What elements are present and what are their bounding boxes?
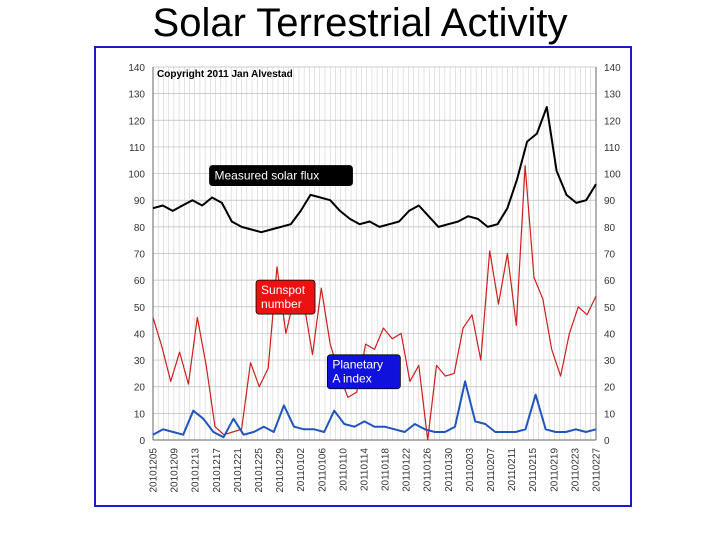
y-axis-right-labels: 0 10 20 30 40 50 60 70 80 90 100 110 120 130 140 (604, 63, 621, 447)
slide-title: Solar Terrestrial Activity (152, 1, 568, 45)
y-tick-label-right: 70 (604, 250, 616, 261)
x-tick-label: 20110106 (317, 448, 328, 492)
x-axis-date-labels: 20101205 20101209 20101213 20101217 20101221… (149, 448, 603, 493)
y-tick-label-right: 90 (604, 196, 616, 207)
x-tick-label: 20110114 (359, 448, 370, 491)
x-tick-label: 20110130 (444, 448, 455, 492)
series-line-sunspot-number (152, 165, 597, 441)
x-tick-label: 20110223 (570, 448, 581, 492)
x-tick-label: 20101221 (233, 448, 244, 493)
y-tick-label-right: 80 (604, 223, 616, 234)
x-tick-label: 20110215 (528, 448, 539, 492)
series-line-measured-solar-flux (152, 106, 597, 234)
x-tick-label: 20110110 (338, 448, 349, 491)
x-tick-label: 20110118 (381, 448, 392, 491)
x-tick-label: 20101213 (191, 448, 202, 493)
y-tick-label-right: 120 (604, 116, 621, 127)
label-text: Planetary (332, 358, 383, 372)
copyright-note: Copyright 2011 Jan Alvestad (157, 69, 293, 80)
y-tick-label-left: 140 (128, 63, 145, 74)
label-text: Sunspot (261, 283, 306, 297)
y-tick-label-right: 0 (604, 436, 610, 447)
x-tick-label: 20101217 (212, 448, 223, 493)
y-tick-label-left: 40 (134, 329, 146, 340)
y-tick-label-right: 130 (604, 90, 621, 101)
y-axis-left-labels: 0 10 20 30 40 50 60 70 80 90 100 110 120 130 140 (128, 63, 145, 447)
x-tick-label: 20110207 (486, 448, 497, 492)
x-tick-label: 20110126 (423, 448, 434, 492)
y-tick-label-left: 80 (134, 223, 146, 234)
x-tick-label: 20101209 (170, 448, 181, 493)
grid-lines (152, 66, 597, 441)
y-tick-label-left: 10 (134, 409, 146, 420)
x-tick-label: 20101229 (275, 448, 286, 493)
y-tick-label-right: 100 (604, 170, 621, 181)
axes (152, 67, 597, 441)
y-tick-label-left: 130 (128, 90, 145, 101)
x-tick-label: 20110122 (402, 448, 413, 492)
y-tick-label-left: 50 (134, 303, 146, 314)
y-tick-label-left: 30 (134, 356, 146, 367)
x-tick-label: 20101225 (254, 448, 265, 493)
label-text: A index (332, 372, 371, 386)
x-tick-label: 20110219 (549, 448, 560, 492)
y-tick-label-right: 40 (604, 329, 616, 340)
x-tick-label: 20110203 (465, 448, 476, 492)
y-tick-label-left: 90 (134, 196, 146, 207)
series-line-planetary-a-index (152, 380, 597, 439)
y-tick-label-right: 140 (604, 63, 621, 74)
y-tick-label-right: 30 (604, 356, 616, 367)
label-text: number (261, 297, 302, 311)
chart-frame (94, 46, 632, 507)
y-tick-label-right: 10 (604, 409, 616, 420)
x-tick-label: 20110211 (507, 448, 518, 491)
y-tick-label-right: 60 (604, 276, 616, 287)
label-box-measured-solar-flux (209, 165, 353, 186)
y-tick-label-left: 110 (129, 143, 145, 154)
y-tick-label-right: 110 (604, 143, 620, 154)
y-tick-label-right: 50 (604, 303, 616, 314)
y-tick-label-left: 20 (134, 383, 146, 394)
y-tick-label-left: 100 (128, 170, 145, 181)
series-lines (152, 106, 597, 441)
y-tick-label-right: 20 (604, 383, 616, 394)
y-tick-label-left: 0 (139, 436, 145, 447)
x-tick-label: 20101205 (149, 448, 160, 493)
y-tick-label-left: 120 (128, 116, 145, 127)
y-tick-label-left: 60 (134, 276, 146, 287)
x-tick-label: 20110227 (592, 448, 603, 492)
label-box-sunspot-number (255, 279, 316, 315)
label-text: Measured solar flux (215, 169, 320, 183)
label-box-planetary-a-index (326, 354, 401, 390)
x-tick-label: 20110102 (296, 448, 307, 492)
y-tick-label-left: 70 (134, 250, 146, 261)
